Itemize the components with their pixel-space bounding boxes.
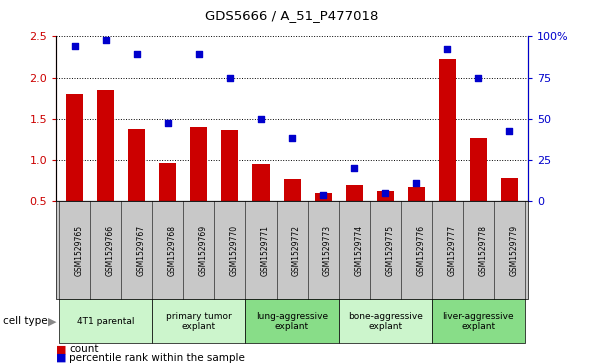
Text: GSM1529769: GSM1529769 [199,225,208,276]
Text: GSM1529770: GSM1529770 [230,225,239,276]
Bar [253,164,270,201]
Point [163,120,172,126]
Text: GSM1529779: GSM1529779 [509,225,519,276]
Text: bone-aggressive
explant: bone-aggressive explant [348,311,422,331]
Text: count: count [69,344,99,354]
Text: ▶: ▶ [48,316,57,326]
Bar [97,90,114,201]
Point [412,180,421,186]
Point [319,192,328,198]
Bar [376,191,394,201]
Point [70,43,80,49]
Text: GSM1529771: GSM1529771 [261,225,270,276]
Text: GSM1529766: GSM1529766 [106,225,114,276]
Point [474,75,483,81]
Bar [284,179,300,201]
Text: cell type: cell type [3,316,48,326]
Point [287,135,297,141]
Text: GSM1529777: GSM1529777 [447,225,456,276]
Text: GSM1529776: GSM1529776 [417,225,425,276]
Text: GSM1529774: GSM1529774 [354,225,363,276]
Bar [159,163,176,201]
Bar [66,94,83,201]
Point [349,166,359,171]
Bar [221,130,238,201]
Text: lung-aggressive
explant: lung-aggressive explant [256,311,328,331]
Bar [501,178,518,201]
Bar [470,138,487,201]
Text: liver-aggressive
explant: liver-aggressive explant [442,311,514,331]
Text: GSM1529768: GSM1529768 [168,225,177,276]
Text: ■: ■ [56,344,67,354]
Bar [439,60,456,201]
Text: ■: ■ [56,352,67,363]
Point [381,190,390,196]
Point [225,75,235,81]
Text: 4T1 parental: 4T1 parental [77,317,135,326]
Bar [191,127,208,201]
Point [504,129,514,134]
Bar [346,185,363,201]
Point [132,52,142,57]
Bar [408,187,425,201]
Text: GSM1529765: GSM1529765 [75,225,84,276]
Point [194,52,204,57]
Bar [128,129,145,201]
Point [256,116,266,122]
Text: GSM1529767: GSM1529767 [137,225,146,276]
Point [101,37,110,43]
Text: primary tumor
explant: primary tumor explant [166,311,232,331]
Text: GSM1529773: GSM1529773 [323,225,332,276]
Text: GSM1529772: GSM1529772 [292,225,301,276]
Bar [314,193,332,201]
Point [442,46,452,52]
Text: GSM1529778: GSM1529778 [478,225,487,276]
Text: percentile rank within the sample: percentile rank within the sample [69,352,245,363]
Text: GDS5666 / A_51_P477018: GDS5666 / A_51_P477018 [205,9,379,22]
Text: GSM1529775: GSM1529775 [385,225,394,276]
